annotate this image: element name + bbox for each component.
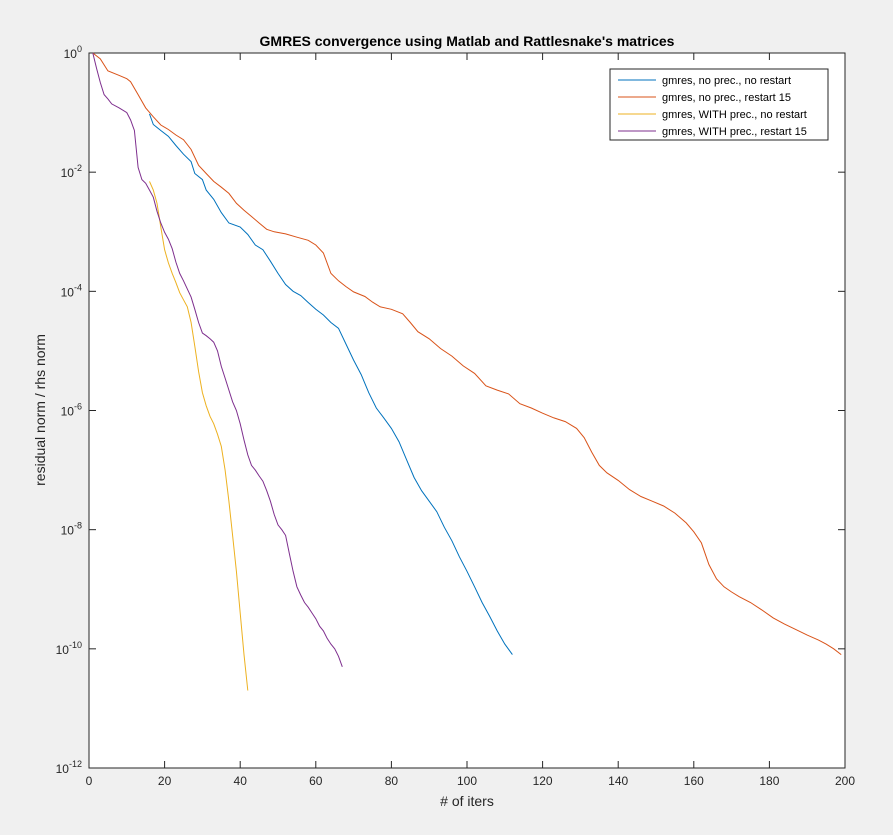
series-line-4 <box>92 52 343 667</box>
legend-label-3: gmres, WITH prec., no restart <box>662 109 807 121</box>
x-tick-label: 180 <box>759 774 779 788</box>
x-tick-label: 20 <box>158 774 172 788</box>
x-tick-label: 160 <box>684 774 704 788</box>
x-tick-label: 80 <box>385 774 399 788</box>
x-tick-label: 100 <box>457 774 477 788</box>
x-tick-label: 140 <box>608 774 628 788</box>
axes-background <box>88 52 846 769</box>
series-line-2 <box>92 52 842 655</box>
legend-label-1: gmres, no prec., no restart <box>662 75 791 87</box>
chart-title: GMRES convergence using Matlab and Rattl… <box>260 33 675 49</box>
x-tick-label: 0 <box>86 774 93 788</box>
series-line-3 <box>149 181 249 691</box>
x-tick-label: 200 <box>835 774 855 788</box>
series-layer <box>92 52 842 691</box>
legend-box <box>609 68 829 141</box>
x-tick-label: 120 <box>533 774 553 788</box>
y-tick-label: 10-12 <box>56 759 82 776</box>
series-line-1 <box>149 113 513 655</box>
y-axis-label: residual norm / rhs norm <box>32 334 48 486</box>
legend: gmres, no prec., no restart gmres, no pre… <box>609 68 829 141</box>
x-tick-label: 40 <box>234 774 248 788</box>
y-axis: 100 10-2 10-4 10-6 10-8 10-10 10-12 <box>56 44 845 776</box>
x-axis-label: # of iters <box>440 793 494 809</box>
y-tick-label: 10-6 <box>61 402 82 419</box>
legend-label-2: gmres, no prec., restart 15 <box>662 92 791 104</box>
y-tick-label: 10-10 <box>56 640 82 657</box>
y-tick-label: 10-2 <box>61 163 82 180</box>
y-tick-label: 100 <box>64 44 82 61</box>
x-axis: 0 20 40 60 80 100 120 140 160 180 200 <box>86 53 855 788</box>
y-tick-label: 10-4 <box>61 282 82 299</box>
legend-label-4: gmres, WITH prec., restart 15 <box>662 126 807 138</box>
x-tick-label: 60 <box>309 774 323 788</box>
y-tick-label: 10-8 <box>61 521 82 538</box>
